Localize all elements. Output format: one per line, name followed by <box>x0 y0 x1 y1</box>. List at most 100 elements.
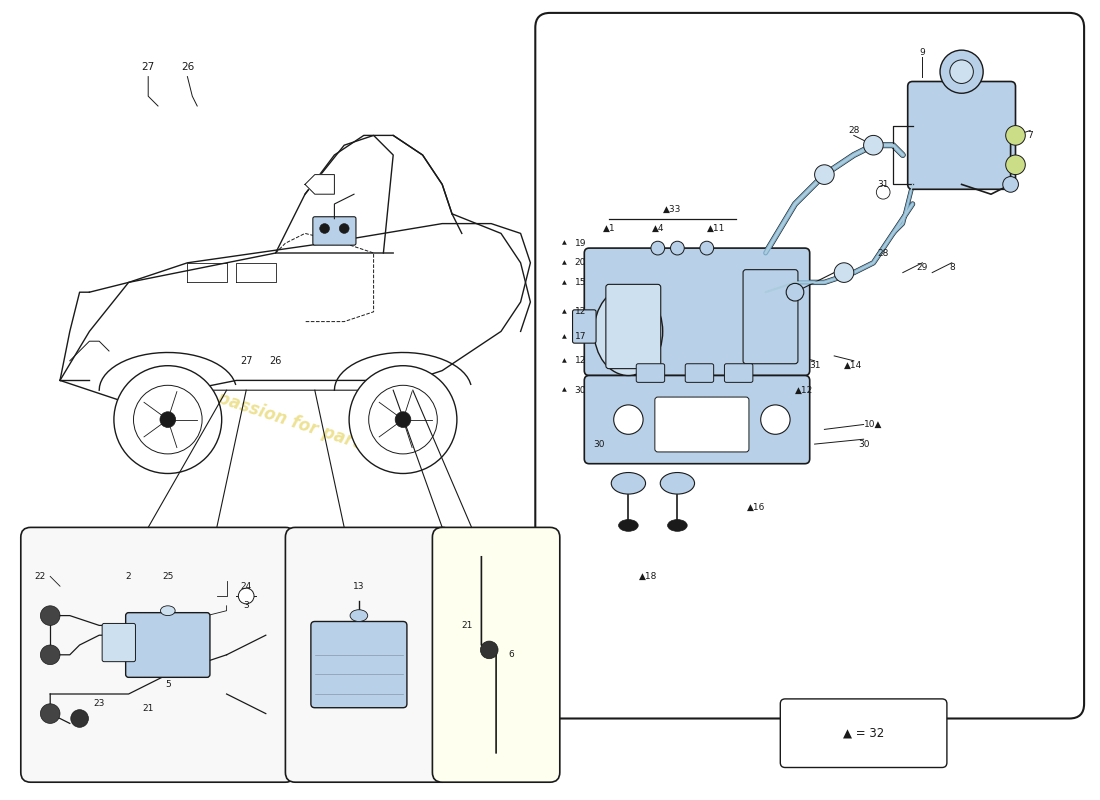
Text: 7: 7 <box>1027 131 1033 140</box>
Text: ▲14: ▲14 <box>844 362 862 370</box>
Text: 19: 19 <box>574 238 586 248</box>
Text: 12: 12 <box>574 356 586 366</box>
Text: ▲: ▲ <box>562 310 568 314</box>
Text: 26: 26 <box>270 356 282 366</box>
FancyBboxPatch shape <box>780 699 947 767</box>
Text: ▲ = 32: ▲ = 32 <box>843 726 884 740</box>
Circle shape <box>1003 177 1019 192</box>
Circle shape <box>114 366 222 474</box>
Text: ▲: ▲ <box>562 280 568 285</box>
Circle shape <box>949 60 974 83</box>
FancyBboxPatch shape <box>311 622 407 708</box>
Text: ▲16: ▲16 <box>747 503 764 512</box>
Text: 23: 23 <box>94 699 104 708</box>
Text: 10▲: 10▲ <box>865 420 882 429</box>
FancyBboxPatch shape <box>312 217 356 245</box>
Polygon shape <box>305 174 334 194</box>
Text: 27: 27 <box>240 356 252 366</box>
FancyBboxPatch shape <box>536 13 1085 718</box>
Text: ▲33: ▲33 <box>663 204 682 214</box>
FancyBboxPatch shape <box>725 364 752 382</box>
Ellipse shape <box>612 473 646 494</box>
Circle shape <box>320 223 330 234</box>
Circle shape <box>1005 126 1025 145</box>
Text: ▲: ▲ <box>562 260 568 266</box>
Text: 2: 2 <box>125 572 131 581</box>
Ellipse shape <box>660 473 694 494</box>
FancyBboxPatch shape <box>685 364 714 382</box>
Text: 12: 12 <box>574 307 586 316</box>
Circle shape <box>160 412 176 427</box>
Text: 9: 9 <box>920 47 925 57</box>
Text: 31: 31 <box>808 362 821 370</box>
Text: 24: 24 <box>241 582 252 590</box>
FancyBboxPatch shape <box>285 527 452 782</box>
Text: 21: 21 <box>461 621 472 630</box>
Circle shape <box>133 386 202 454</box>
Text: PARTS
SOURCE: PARTS SOURCE <box>986 37 1075 78</box>
Circle shape <box>864 135 883 155</box>
Text: ▲: ▲ <box>562 241 568 246</box>
Circle shape <box>1005 155 1025 174</box>
FancyBboxPatch shape <box>572 310 596 343</box>
Circle shape <box>70 710 88 727</box>
Circle shape <box>349 366 456 474</box>
Text: ▲18: ▲18 <box>639 572 657 581</box>
Text: 30: 30 <box>858 439 869 449</box>
Circle shape <box>614 405 644 434</box>
Text: 31: 31 <box>878 180 889 189</box>
Text: 29: 29 <box>916 263 928 272</box>
FancyBboxPatch shape <box>432 527 560 782</box>
Text: 30: 30 <box>593 439 605 449</box>
FancyBboxPatch shape <box>102 623 135 662</box>
Text: 30: 30 <box>574 386 586 394</box>
Circle shape <box>671 242 684 255</box>
Text: 8: 8 <box>949 263 955 272</box>
FancyBboxPatch shape <box>654 397 749 452</box>
Text: 17: 17 <box>574 332 586 341</box>
FancyBboxPatch shape <box>636 364 664 382</box>
Ellipse shape <box>350 610 367 622</box>
Text: a passion for parts: a passion for parts <box>199 384 372 455</box>
Text: 20: 20 <box>574 258 586 267</box>
Text: 27: 27 <box>142 62 155 72</box>
Ellipse shape <box>161 606 175 616</box>
Text: ▲: ▲ <box>562 334 568 338</box>
Text: a passion for parts: a passion for parts <box>667 387 825 452</box>
Circle shape <box>815 165 834 184</box>
Circle shape <box>700 242 714 255</box>
FancyBboxPatch shape <box>584 375 810 464</box>
Text: 26: 26 <box>180 62 194 72</box>
Circle shape <box>41 606 60 626</box>
Text: ▲: ▲ <box>562 358 568 363</box>
Text: 5: 5 <box>165 680 170 689</box>
Ellipse shape <box>668 519 688 531</box>
Circle shape <box>481 641 498 658</box>
Text: ▲: ▲ <box>562 388 568 393</box>
Circle shape <box>761 405 790 434</box>
Text: ▲4: ▲4 <box>651 224 664 233</box>
Circle shape <box>877 186 890 199</box>
FancyBboxPatch shape <box>744 270 798 364</box>
Circle shape <box>651 242 664 255</box>
Text: 25: 25 <box>162 572 174 581</box>
Text: ▲12: ▲12 <box>795 386 813 394</box>
FancyBboxPatch shape <box>606 284 661 369</box>
Circle shape <box>786 283 804 301</box>
Circle shape <box>41 645 60 665</box>
Text: 6: 6 <box>508 650 514 659</box>
Text: 28: 28 <box>848 126 859 135</box>
Circle shape <box>368 386 438 454</box>
FancyBboxPatch shape <box>908 82 1015 190</box>
Text: ▲11: ▲11 <box>707 224 726 233</box>
FancyBboxPatch shape <box>21 527 295 782</box>
Text: ▲1: ▲1 <box>603 224 615 233</box>
Circle shape <box>395 412 410 427</box>
Text: 13: 13 <box>353 582 364 590</box>
FancyBboxPatch shape <box>125 613 210 678</box>
FancyBboxPatch shape <box>584 248 810 375</box>
Text: 15: 15 <box>574 278 586 287</box>
Text: 21: 21 <box>143 704 154 714</box>
Circle shape <box>339 223 349 234</box>
Text: 28: 28 <box>878 249 889 258</box>
